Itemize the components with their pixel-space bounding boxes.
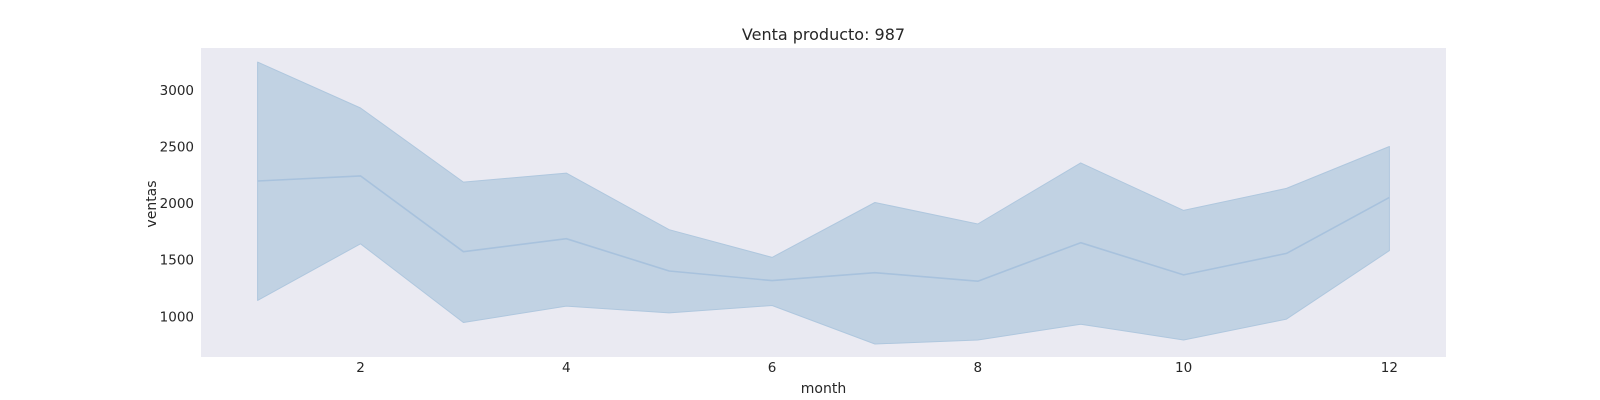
y-tick-label: 1500 <box>160 253 194 269</box>
x-tick-label: 2 <box>356 360 365 376</box>
y-tick-layer: 1000 1500 2000 2500 3000 <box>160 83 194 325</box>
x-tick-label: 8 <box>974 360 983 376</box>
x-tick-label: 12 <box>1381 360 1398 376</box>
y-axis-label: ventas <box>144 180 160 227</box>
x-tick-label: 10 <box>1175 360 1192 376</box>
x-tick-label: 6 <box>768 360 777 376</box>
chart-title: Venta producto: 987 <box>742 25 905 44</box>
series-line <box>257 175 1390 283</box>
series-line-layer <box>257 175 1390 283</box>
confidence-band <box>257 61 1390 345</box>
x-axis-label: month <box>801 381 846 397</box>
y-tick-label: 3000 <box>160 83 194 99</box>
y-tick-label: 2000 <box>160 196 194 212</box>
confidence-band-layer <box>257 61 1390 345</box>
x-tick-layer: 2 4 6 8 10 12 <box>356 360 1398 376</box>
y-tick-label: 2500 <box>160 140 194 156</box>
x-tick-label: 4 <box>562 360 571 376</box>
y-tick-label: 1000 <box>160 309 194 325</box>
